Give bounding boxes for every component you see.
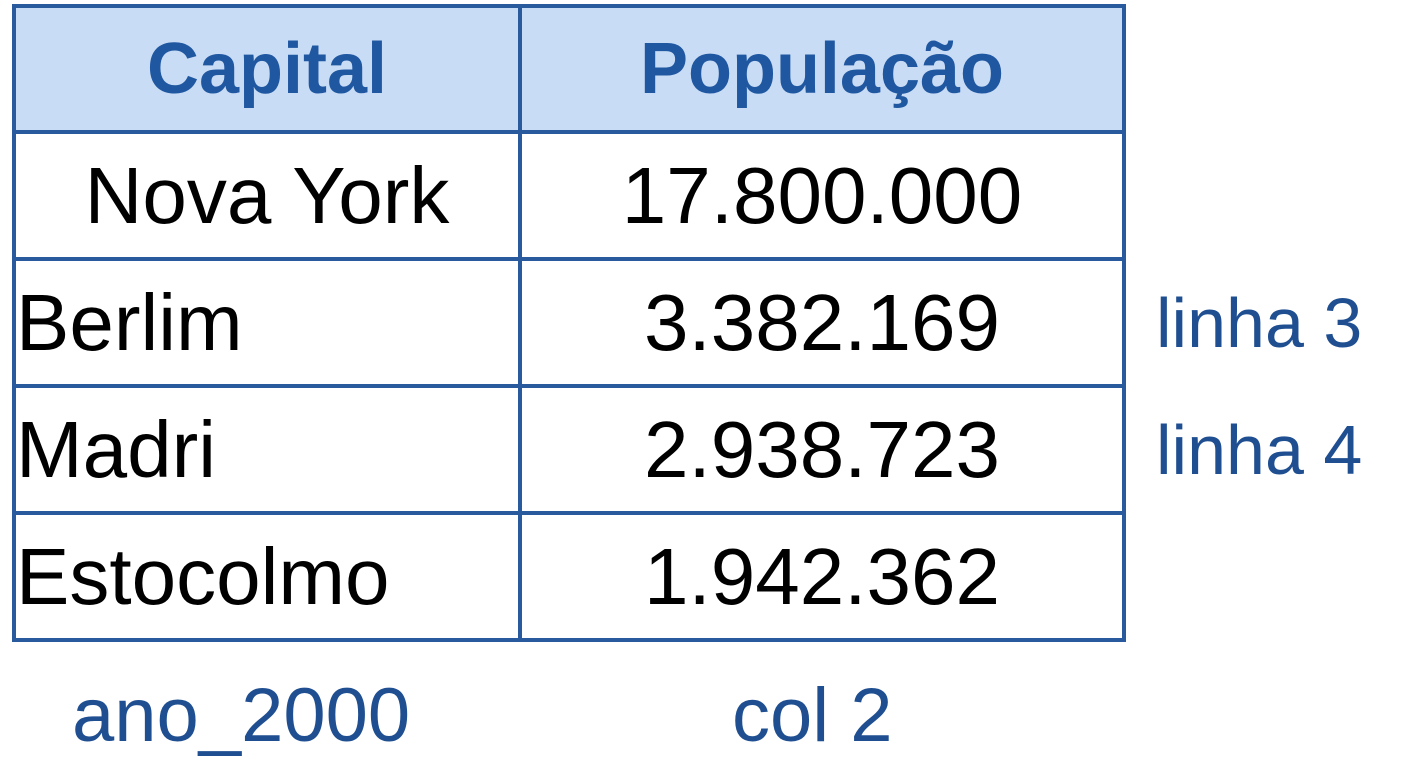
population-table: Capital População Nova York 17.800.000 B… (12, 4, 1126, 642)
population-cell: 2.938.723 (518, 384, 1126, 515)
column-2-label: col 2 (732, 673, 893, 758)
capital-cell: Madri (12, 384, 522, 515)
table-row: Estocolmo 1.942.362 (12, 511, 1126, 642)
row-3-label: linha 3 (1156, 284, 1363, 362)
table-row: Berlim 3.382.169 (12, 257, 1126, 388)
header-populacao: População (518, 4, 1126, 134)
capital-cell: Nova York (12, 130, 522, 261)
header-row: Capital População (12, 4, 1126, 134)
table-row: Madri 2.938.723 (12, 384, 1126, 515)
capital-cell: Estocolmo (12, 511, 522, 642)
population-cell: 1.942.362 (518, 511, 1126, 642)
capital-cell: Berlim (12, 257, 522, 388)
row-4-label: linha 4 (1156, 411, 1363, 489)
population-cell: 3.382.169 (518, 257, 1126, 388)
population-cell: 17.800.000 (518, 130, 1126, 261)
table-name-label: ano_2000 (72, 673, 411, 758)
header-capital: Capital (12, 4, 522, 134)
table-row: Nova York 17.800.000 (12, 130, 1126, 261)
